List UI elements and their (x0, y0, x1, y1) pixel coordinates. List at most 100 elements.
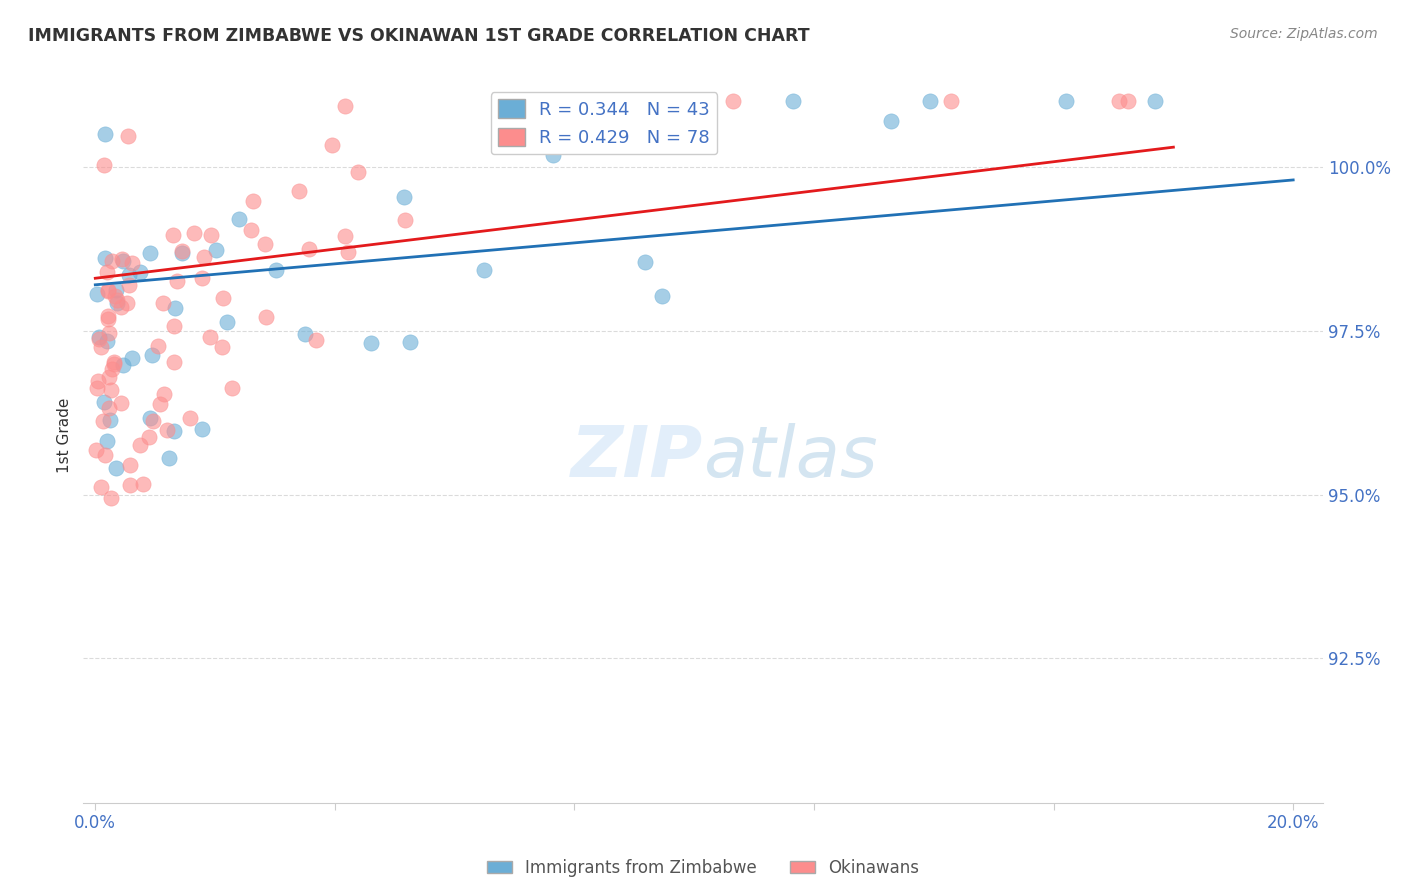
pink (111, 252, 134, 267)
pink (200, 227, 222, 242)
pink (1108, 95, 1130, 109)
pink (297, 242, 319, 256)
pink (153, 387, 176, 401)
pink (129, 437, 152, 451)
blue (104, 460, 127, 475)
blue (141, 347, 163, 361)
pink (120, 477, 142, 491)
pink (98, 326, 121, 340)
pink (87, 332, 110, 346)
blue (204, 243, 226, 257)
pink (103, 354, 125, 368)
pink (254, 236, 277, 251)
blue (139, 246, 162, 260)
pink (84, 442, 107, 457)
blue (228, 212, 250, 227)
blue (215, 315, 238, 329)
pink (211, 340, 233, 354)
pink (97, 283, 120, 297)
blue (548, 95, 571, 109)
blue (633, 255, 655, 269)
pink (91, 414, 114, 428)
pink (193, 250, 215, 264)
blue (880, 113, 903, 128)
pink (179, 411, 201, 425)
pink (97, 401, 120, 416)
pink (142, 415, 165, 429)
pink (146, 338, 169, 352)
blue (87, 330, 110, 344)
Text: ZIP: ZIP (571, 423, 703, 492)
pink (101, 362, 124, 376)
pink (104, 288, 127, 302)
blue (651, 289, 673, 303)
blue (96, 334, 118, 348)
pink (166, 274, 188, 288)
blue (163, 424, 186, 438)
pink (152, 296, 174, 310)
blue (399, 335, 422, 350)
pink (93, 158, 115, 172)
pink (163, 318, 186, 333)
blue (360, 336, 382, 351)
pink (172, 244, 194, 258)
blue (112, 358, 135, 372)
pink (333, 229, 356, 244)
pink (198, 330, 221, 344)
blue (588, 126, 610, 140)
blue (105, 296, 128, 310)
blue (264, 263, 287, 277)
pink (110, 396, 132, 410)
pink (100, 383, 122, 397)
pink (240, 223, 263, 237)
pink (304, 333, 326, 347)
blue (157, 450, 180, 465)
blue (98, 413, 121, 427)
pink (100, 491, 122, 505)
pink (394, 213, 416, 227)
pink (96, 265, 118, 279)
pink (287, 184, 309, 198)
pink (162, 227, 184, 242)
Legend: R = 0.344   N = 43, R = 0.429   N = 78: R = 0.344 N = 43, R = 0.429 N = 78 (491, 92, 717, 154)
blue (118, 268, 141, 282)
blue (111, 253, 134, 268)
pink (97, 309, 120, 323)
pink (121, 256, 143, 270)
blue (920, 95, 942, 109)
pink (138, 430, 160, 444)
blue (94, 252, 117, 266)
blue (191, 422, 214, 436)
Text: atlas: atlas (703, 423, 877, 492)
pink (163, 355, 186, 369)
pink (337, 245, 360, 260)
pink (118, 458, 141, 472)
pink (941, 95, 963, 109)
pink (242, 194, 264, 208)
blue (128, 265, 150, 279)
pink (149, 397, 172, 411)
pink (98, 370, 121, 384)
pink (689, 95, 711, 109)
pink (721, 95, 744, 109)
blue (163, 301, 186, 315)
pink (254, 310, 277, 325)
blue (294, 327, 316, 342)
pink (543, 95, 565, 109)
pink (117, 128, 139, 143)
blue (121, 351, 143, 366)
pink (212, 291, 235, 305)
pink (117, 296, 139, 310)
pink (105, 293, 128, 307)
pink (118, 278, 141, 293)
pink (90, 340, 112, 354)
pink (90, 480, 112, 494)
pink (347, 165, 370, 179)
pink (100, 254, 122, 268)
pink (97, 311, 120, 326)
blue (474, 263, 496, 277)
pink (132, 476, 155, 491)
blue (1054, 95, 1077, 109)
Text: IMMIGRANTS FROM ZIMBABWE VS OKINAWAN 1ST GRADE CORRELATION CHART: IMMIGRANTS FROM ZIMBABWE VS OKINAWAN 1ST… (28, 27, 810, 45)
blue (96, 434, 118, 448)
